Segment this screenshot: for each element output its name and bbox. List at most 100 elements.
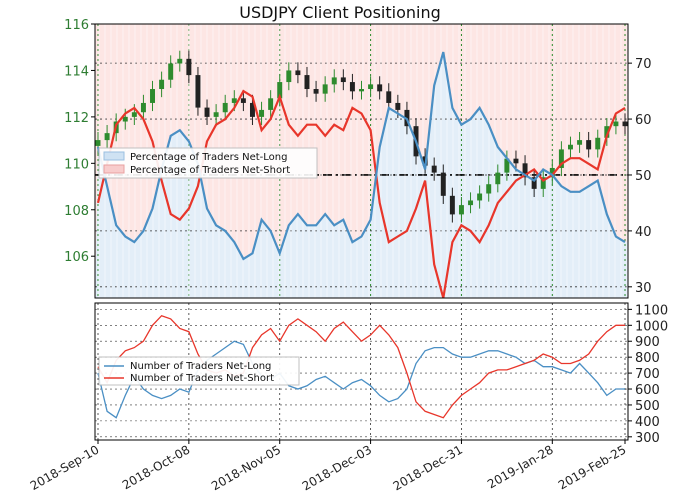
percent-tick-label: 30 [635, 281, 652, 296]
top-legend-swatch [103, 164, 125, 174]
candle-body [122, 116, 128, 122]
top-legend: Percentage of Traders Net-Long Percentage… [98, 147, 318, 179]
x-tick-label: 2019-Feb-25 [556, 442, 629, 492]
candle-body [486, 184, 492, 194]
candle-body [140, 102, 146, 113]
x-axis-ticks: 2018-Sep-10 2018-Oct-08 2018-Nov-05 2018-De… [28, 440, 629, 493]
candle-body [540, 177, 546, 189]
x-tick-label: 2018-Oct-08 [120, 442, 192, 492]
top-legend-label: Percentage of Traders Net-Long [130, 152, 288, 163]
candle-body [604, 126, 610, 138]
bottom-legend-box [98, 356, 300, 386]
x-tick-label: 2018-Dec-03 [300, 442, 374, 493]
x-tick-label: 2018-Nov-05 [209, 442, 283, 493]
candle-body [340, 77, 346, 83]
candle-body [259, 109, 265, 117]
top-panel: 106 108 110 112 114 116 30 40 50 60 70 Percentage… [64, 18, 652, 299]
candle-body [440, 172, 446, 196]
percent-tick-label: 40 [635, 225, 652, 240]
candle-body [195, 75, 201, 108]
x-tick-label: 2019-Jan-28 [485, 442, 556, 491]
candle-body [277, 82, 283, 99]
candle-body [531, 177, 537, 189]
candle-body [168, 63, 174, 80]
candle-body [213, 112, 219, 117]
candle-body [295, 70, 301, 76]
candle-body [231, 98, 237, 103]
candle-body [586, 140, 592, 150]
net-long-shading [95, 51, 628, 298]
count-tick-label: 400 [635, 415, 660, 430]
percent-tick-label: 50 [635, 169, 652, 184]
count-tick-label: 1100 [635, 303, 668, 318]
candle-body [313, 89, 319, 94]
chart-title: USDJPY Client Positioning [239, 3, 441, 22]
top-legend-box [98, 147, 318, 179]
percent-axis-ticks: 30 40 50 60 70 [628, 57, 652, 296]
candle-body [249, 102, 255, 117]
candle-body [477, 193, 483, 201]
percent-net-short-line [96, 89, 626, 299]
count-tick-label: 500 [635, 399, 660, 414]
top-panel-lines [96, 51, 626, 299]
candle-body [377, 84, 383, 92]
x-tick-label: 2018-Sep-10 [28, 442, 102, 493]
candle-body [222, 102, 228, 113]
candle-body [240, 98, 246, 103]
top-panel-frame [94, 23, 629, 299]
price-tick-label: 106 [64, 250, 89, 265]
candle-body [513, 158, 519, 164]
percent-net-long-line [96, 51, 626, 261]
price-tick-label: 108 [64, 204, 89, 219]
candle-body [558, 149, 564, 168]
candle-body [359, 89, 364, 92]
candle-body [304, 75, 310, 90]
top-legend-label: Percentage of Traders Net-Short [130, 165, 290, 176]
candle-body [431, 165, 437, 173]
price-tick-label: 116 [64, 18, 89, 33]
candle-body [159, 79, 165, 90]
candle-body [268, 98, 274, 110]
bottom-legend-label: Number of Traders Net-Short [130, 373, 274, 384]
bottom-panel-lines [97, 314, 625, 419]
candle-body [349, 82, 355, 92]
candle-body [177, 58, 183, 64]
candle-body [622, 121, 628, 127]
x-tick-label: 2018-Dec-31 [391, 442, 465, 493]
candle-body [104, 133, 110, 141]
candle-body [595, 137, 601, 150]
candle-body [495, 172, 501, 185]
count-tick-label: 800 [635, 351, 660, 366]
count-tick-label: 600 [635, 383, 660, 398]
net-short-count-line [97, 314, 625, 419]
candle-body [322, 84, 328, 94]
count-tick-label: 900 [635, 335, 660, 350]
candle-body [449, 195, 455, 215]
price-tick-label: 114 [64, 64, 89, 79]
net-long-count-line [97, 340, 625, 419]
candle-body [395, 102, 401, 110]
percent-tick-label: 70 [635, 57, 652, 72]
bottom-panel-frame [94, 302, 629, 441]
count-tick-label: 700 [635, 367, 660, 382]
percent-tick-label: 60 [635, 113, 652, 128]
candle-body [504, 158, 510, 173]
candle-body [95, 140, 101, 146]
candle-body [386, 91, 392, 103]
candle-body [286, 70, 292, 83]
price-tick-label: 110 [64, 157, 89, 172]
candle-body [131, 112, 137, 117]
candle-body [613, 121, 619, 127]
price-tick-label: 112 [64, 111, 89, 126]
candle-body [204, 107, 210, 117]
bottom-legend-label: Number of Traders Net-Long [130, 361, 271, 372]
candle-body [577, 140, 583, 145]
count-tick-label: 1000 [635, 319, 668, 334]
candle-body [567, 144, 573, 150]
top-legend-swatch [103, 151, 125, 161]
candle-body [468, 200, 474, 206]
price-axis-ticks: 106 108 110 112 114 116 [64, 18, 95, 265]
